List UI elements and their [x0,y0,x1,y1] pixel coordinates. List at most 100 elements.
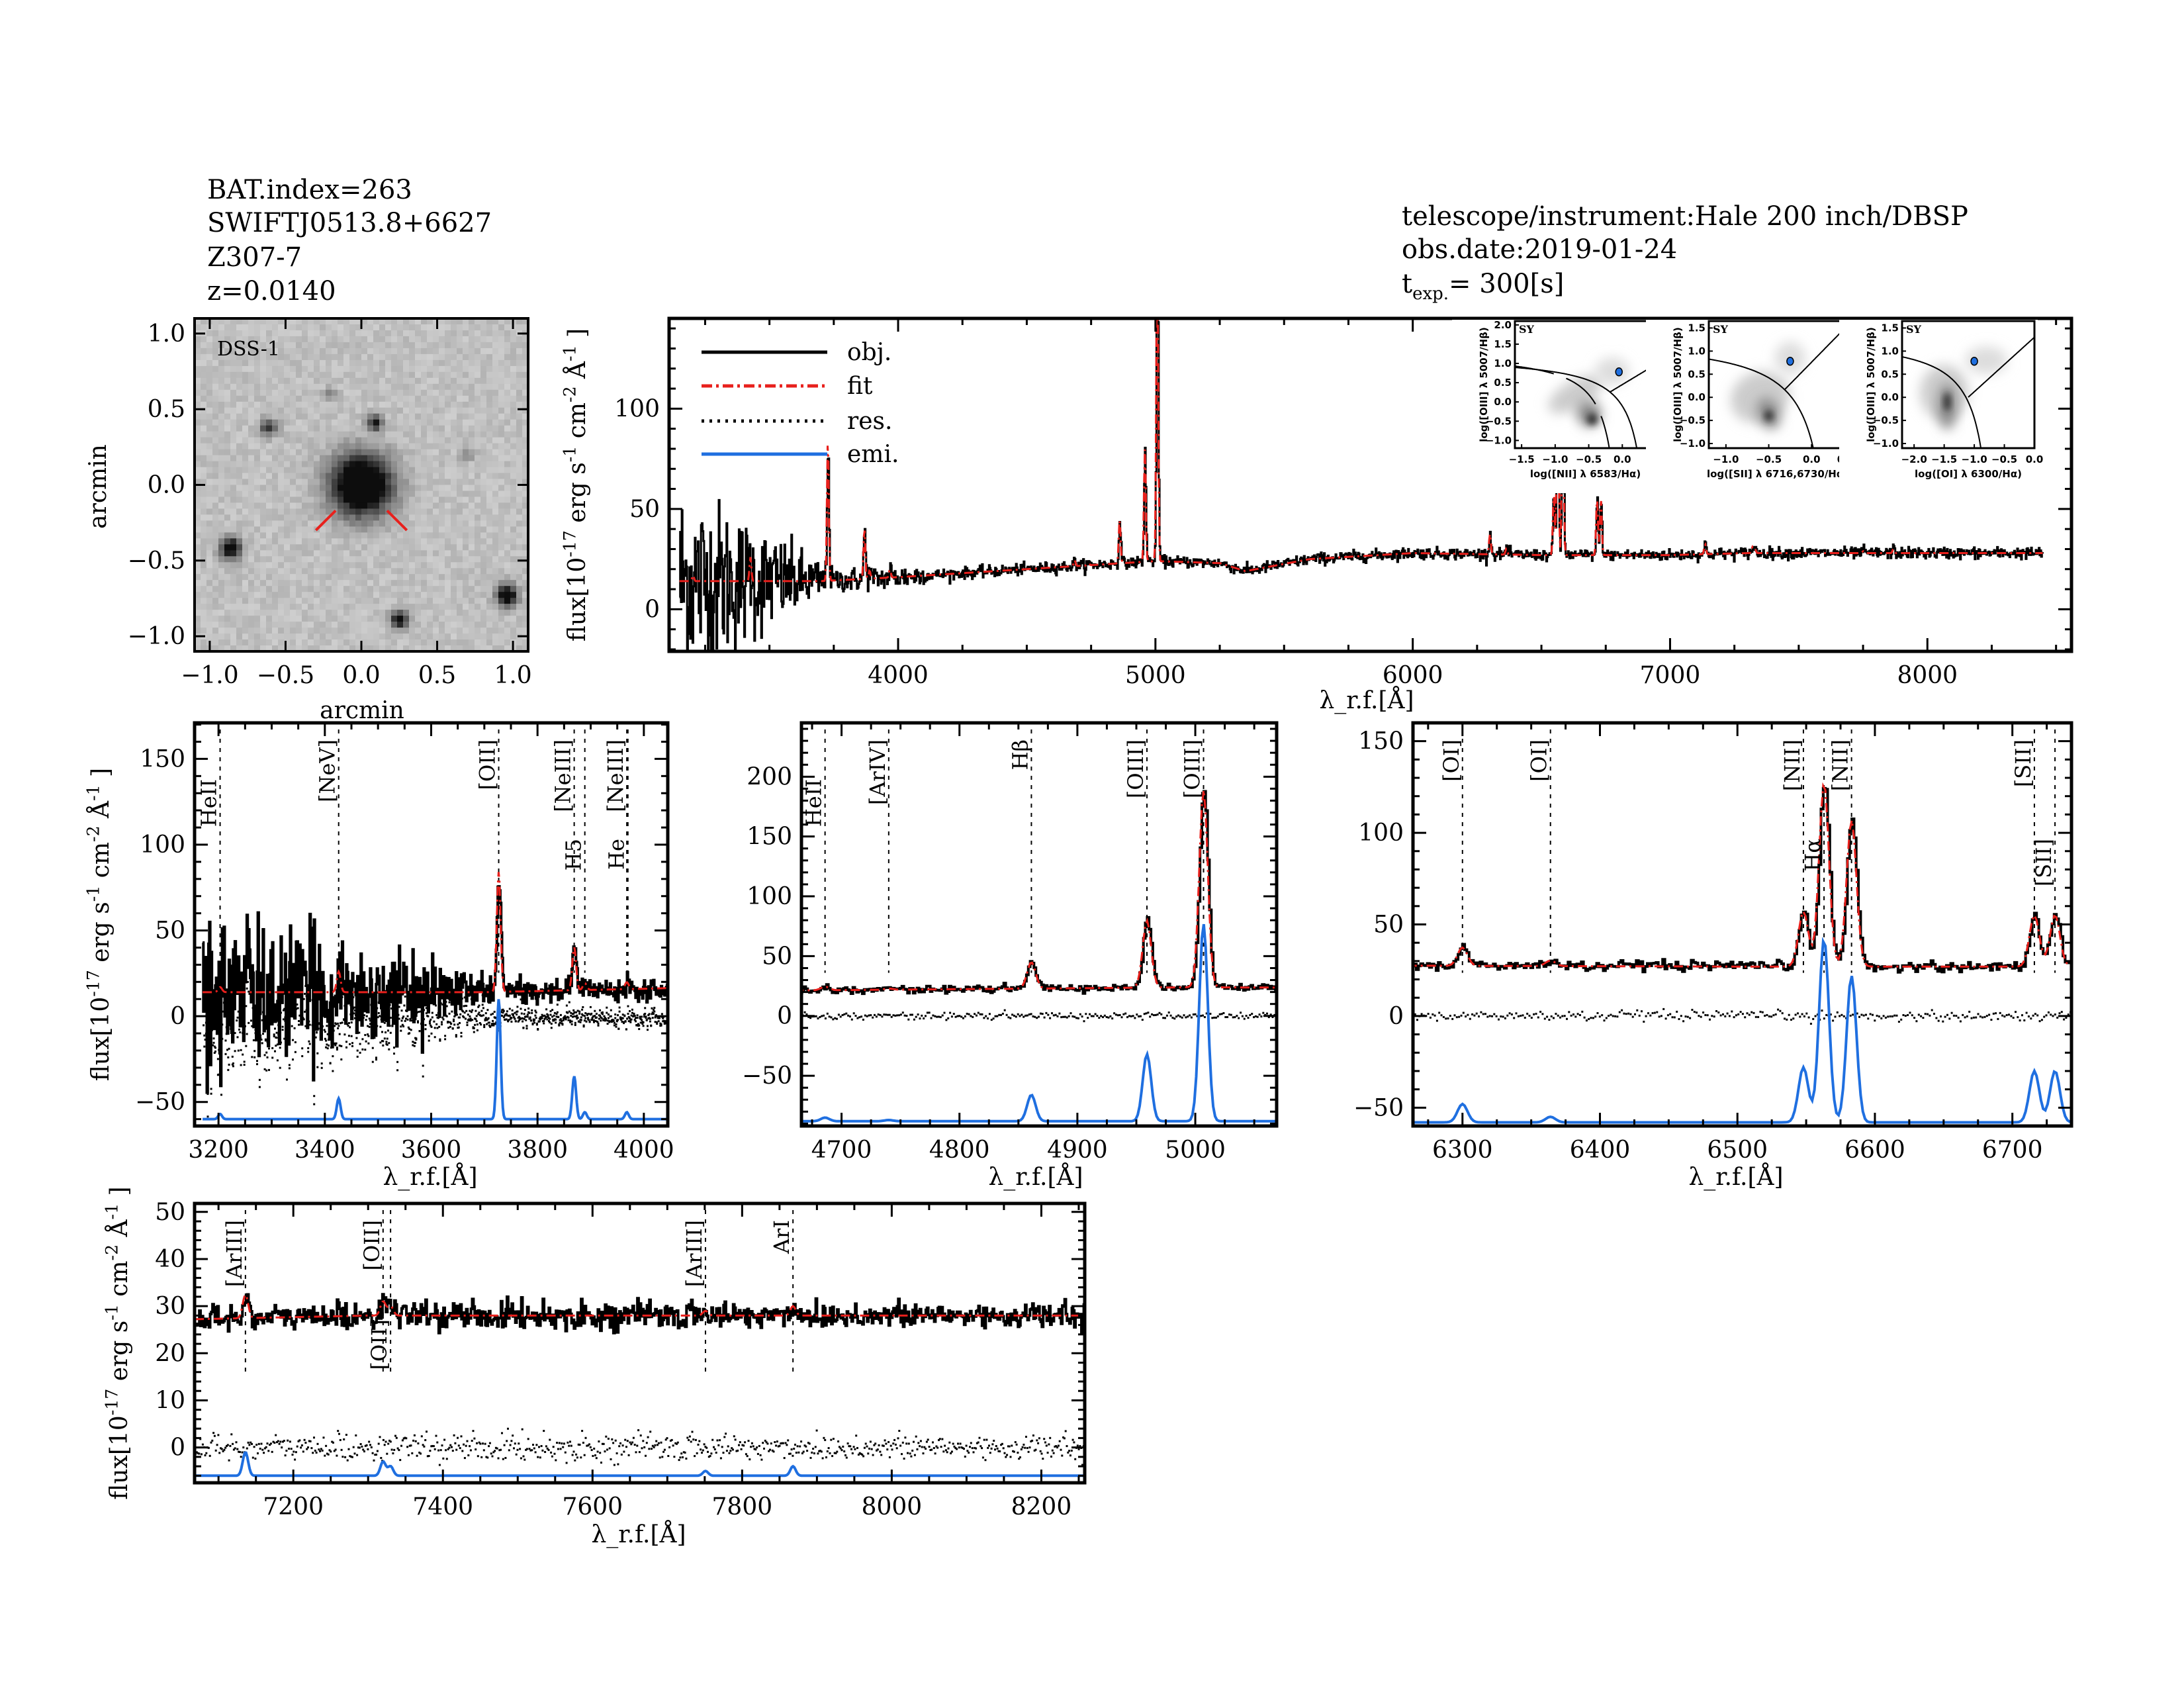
image-pixel [415,622,422,628]
residual-point [275,1045,277,1047]
image-pixel [415,616,422,622]
image-pixel [522,443,529,450]
image-pixel [475,449,481,456]
image-pixel [308,413,314,420]
image-pixel [421,455,428,462]
image-pixel [302,330,308,337]
residual-point [520,1008,522,1010]
image-pixel [397,443,404,450]
image-pixel [284,336,291,343]
image-pixel [343,485,350,492]
image-pixel [320,568,326,575]
image-pixel [391,508,398,515]
image-pixel [391,502,398,509]
residual-point [1247,1017,1250,1019]
residual-point [325,1039,328,1042]
image-pixel [409,639,416,646]
image-pixel [224,550,231,557]
image-pixel [320,586,326,592]
image-pixel [338,616,344,622]
image-pixel [248,407,255,414]
image-pixel [332,628,338,634]
residual-point [854,1015,857,1017]
image-pixel [433,461,439,468]
image-pixel [296,580,302,586]
image-pixel [195,550,201,557]
residual-point [206,1093,209,1096]
image-pixel [260,425,267,432]
image-pixel [498,389,505,397]
image-pixel [397,455,404,462]
image-pixel [480,479,487,486]
image-pixel [409,616,416,622]
residual-point [356,1049,359,1052]
image-pixel [516,467,523,474]
image-pixel [510,330,517,337]
image-pixel [248,485,255,492]
image-pixel [308,544,314,551]
residual-point [1432,1013,1434,1015]
image-pixel [349,496,356,504]
image-pixel [367,556,374,563]
image-pixel [397,574,404,581]
image-pixel [266,431,273,438]
image-pixel [224,330,231,337]
image-pixel [498,318,505,325]
image-pixel [296,628,302,634]
residual-point [288,1067,291,1070]
residual-point [226,1049,228,1051]
image-pixel [469,443,475,450]
residual-point [224,1039,227,1042]
image-pixel [433,645,439,652]
image-pixel [486,574,493,581]
superscript: -1 [84,784,103,801]
image-pixel [409,508,416,515]
image-pixel [332,532,338,539]
image-pixel [332,318,338,325]
image-pixel [326,616,332,622]
residual-point [591,1017,594,1019]
residual-point [419,1010,422,1013]
image-pixel [385,336,392,343]
image-pixel [522,574,529,581]
image-pixel [296,532,302,539]
image-pixel [421,598,428,604]
image-pixel [504,592,511,598]
image-pixel [266,336,273,343]
image-pixel [338,580,344,586]
residual-point [591,1019,594,1021]
image-pixel [343,348,350,355]
image-pixel [230,616,237,622]
image-pixel [463,401,469,408]
image-pixel [480,532,487,539]
image-pixel [445,330,451,337]
residual-point [367,1035,370,1037]
image-pixel [332,467,338,474]
image-pixel [379,461,386,468]
image-pixel [427,425,433,432]
image-pixel [320,395,326,402]
image-pixel [355,562,362,569]
image-pixel [224,342,231,349]
image-pixel [361,616,368,622]
residual-point [627,1015,630,1018]
residual-point [913,1018,915,1021]
residual-point [1187,1015,1189,1018]
image-pixel [195,389,201,397]
residual-point [824,1017,827,1019]
image-pixel [427,365,433,373]
y-tick-label: 200 [747,763,792,790]
residual-point [550,1027,553,1029]
image-pixel [284,592,291,598]
image-pixel [504,604,511,610]
residual-point [949,1011,952,1014]
image-pixel [367,520,374,527]
residual-point [359,1043,361,1045]
image-pixel [254,449,261,456]
plot-area [202,729,668,1121]
residual-point [1111,1017,1114,1020]
image-pixel [320,401,326,408]
image-pixel [206,431,213,438]
image-pixel [248,556,255,563]
image-pixel [361,461,368,468]
